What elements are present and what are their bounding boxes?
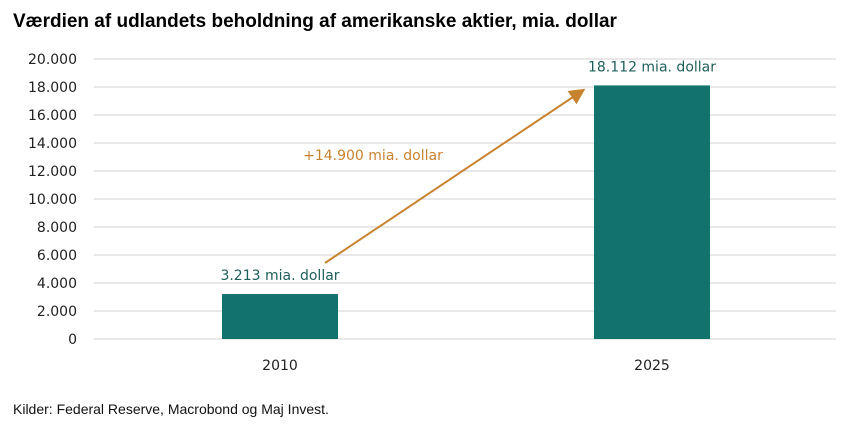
x-tick-label: 2025	[634, 358, 670, 374]
y-tick-label: 20.000	[28, 52, 77, 68]
y-tick-label: 12.000	[28, 164, 77, 180]
y-tick-label: 16.000	[28, 108, 77, 124]
bar-2010	[222, 294, 338, 339]
growth-annotation: +14.900 mia. dollar	[303, 148, 443, 164]
source-note: Kilder: Federal Reserve, Macrobond og Ma…	[13, 401, 329, 417]
y-tick-label: 14.000	[28, 136, 77, 152]
y-tick-label: 6.000	[37, 248, 77, 264]
data-label: 3.213 mia. dollar	[220, 268, 339, 284]
data-label: 18.112 mia. dollar	[588, 59, 716, 75]
x-tick-label: 2010	[262, 358, 298, 374]
y-tick-label: 8.000	[37, 220, 77, 236]
bar-2025	[594, 85, 710, 339]
chart-title: Værdien af udlandets beholdning af ameri…	[13, 11, 617, 32]
y-tick-label: 18.000	[28, 80, 77, 96]
y-tick-label: 2.000	[37, 304, 77, 320]
y-tick-label: 10.000	[28, 192, 77, 208]
y-tick-label: 4.000	[37, 276, 77, 292]
y-tick-label: 0	[68, 332, 77, 348]
growth-arrow	[324, 88, 586, 264]
